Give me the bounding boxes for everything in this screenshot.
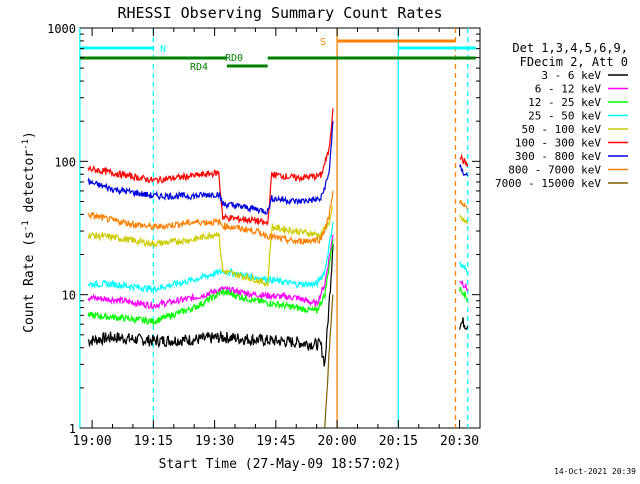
series-line-8-late [459, 200, 469, 210]
chart-title: RHESSI Observing Summary Count Rates [117, 4, 442, 22]
series-line-7-late [459, 163, 469, 177]
series-line-6-late [459, 153, 469, 167]
series-line-7 [87, 121, 334, 215]
y-axis-label-end: ) [22, 131, 37, 139]
plot-area: N S RD0 RD4 1 10 100 1000 19:00 19:15 19:30 19:45 20… [47, 22, 481, 449]
x-tick-label-2: 19:15 [134, 434, 173, 449]
series-line-2-late [459, 279, 469, 293]
legend-entry-label-1: 3 - 6 keV [541, 69, 601, 82]
series-line-4 [87, 222, 334, 293]
x-axis-label: Start Time (27-May-09 18:57:02) [159, 457, 402, 472]
flag-label-rd0: RD0 [225, 53, 243, 64]
x-tick-label-6: 20:15 [379, 434, 418, 449]
legend-entry-label-4: 25 - 50 keV [528, 110, 601, 123]
y-axis-label-exponent-2: -1 [21, 139, 31, 150]
legend-header-line-1: Det 1,3,4,5,6,9, [512, 41, 628, 55]
legend-entry-label-7: 300 - 800 keV [515, 150, 601, 163]
x-tick-label-1: 19:00 [73, 434, 112, 449]
legend-entry-label-3: 12 - 25 keV [528, 96, 601, 109]
series-line-4-late [459, 260, 469, 274]
flag-label-rd4: RD4 [190, 62, 208, 73]
y-tick-label-1: 1 [69, 422, 76, 436]
series-line-1 [87, 243, 334, 367]
series-line-3-late [459, 287, 469, 303]
series-line-1-late [459, 317, 469, 331]
y-axis-label-exponent-1: -1 [21, 220, 31, 231]
flag-label-s: S [320, 37, 326, 48]
x-tick-label-3: 19:30 [195, 434, 234, 449]
legend: Det 1,3,4,5,6,9,FDecim 2, Att 03 - 6 keV… [495, 41, 628, 190]
legend-entry-label-5: 50 - 100 keV [522, 123, 602, 136]
x-tick-label-5: 20:00 [318, 434, 357, 449]
generation-timestamp: 14-Oct-2021 20:39 [554, 467, 636, 476]
y-axis-label: Count Rate (s-1 detector-1) [21, 131, 37, 333]
legend-entry-label-2: 6 - 12 keV [535, 83, 602, 96]
legend-header-line-2: FDecim 2, Att 0 [520, 55, 628, 69]
y-axis-label-mid: detector [22, 150, 37, 221]
x-tick-label-4: 19:45 [256, 434, 295, 449]
series-line-3 [87, 239, 334, 327]
legend-entry-label-8: 800 - 7000 keV [508, 164, 601, 177]
x-tick-label-7: 20:30 [440, 434, 479, 449]
series-line-9 [324, 294, 334, 428]
legend-entry-label-6: 100 - 300 keV [515, 137, 601, 150]
series-line-8 [87, 190, 334, 246]
series-line-2 [87, 234, 334, 310]
legend-entry-label-9: 7000 - 15000 keV [495, 177, 601, 190]
flag-label-n: N [160, 44, 166, 55]
y-axis-label-main: Count Rate (s [22, 231, 37, 333]
series-line-5-late [459, 214, 469, 225]
y-tick-label-3: 100 [54, 155, 76, 169]
series-line-5 [87, 205, 334, 287]
y-tick-label-2: 10 [62, 289, 76, 303]
y-tick-label-4: 1000 [47, 22, 76, 36]
series-line-6 [87, 108, 334, 227]
